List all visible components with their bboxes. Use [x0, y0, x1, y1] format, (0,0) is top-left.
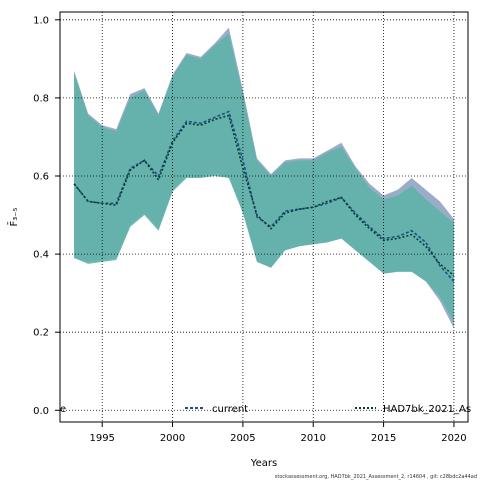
x-tick-label-4: 2015 — [371, 433, 396, 444]
plot-frame — [59, 11, 469, 423]
legend: current HAD7bk_2021_As — [185, 404, 471, 415]
legend-label-had7bk: HAD7bk_2021_As — [383, 404, 471, 415]
x-tick-label-2: 2005 — [230, 433, 255, 444]
panel-label: e — [60, 404, 66, 415]
x-tick-label-5: 2020 — [441, 433, 466, 444]
y-tick-label-3: 0.6 — [33, 172, 49, 183]
y-axis-title: F̄₃₋₅ — [7, 207, 20, 226]
axes: 1995 2000 2005 2010 2015 2020 0.0 0.2 0.4 0.6 0.8 1… — [33, 15, 467, 444]
footer-note: stockassessment.org, HAD7bk_2021_Assessm… — [275, 474, 477, 480]
x-axis-title: Years — [250, 458, 277, 469]
y-tick-label-1: 0.2 — [33, 328, 49, 339]
confidence-band-had7bk — [74, 33, 454, 323]
y-tick-label-2: 0.4 — [33, 250, 49, 261]
y-tick-label-4: 0.8 — [33, 93, 49, 104]
grid-lines — [60, 12, 468, 422]
legend-label-current: current — [212, 404, 248, 415]
y-tick-label-5: 1.0 — [33, 15, 49, 26]
x-tick-label-0: 1995 — [89, 433, 114, 444]
x-tick-label-3: 2010 — [301, 433, 326, 444]
series-lines — [73, 110, 455, 282]
y-tick-label-0: 0.0 — [33, 406, 49, 417]
plot-area — [74, 27, 454, 329]
x-tick-label-1: 2000 — [160, 433, 185, 444]
series-line-had7bk — [73, 114, 455, 277]
